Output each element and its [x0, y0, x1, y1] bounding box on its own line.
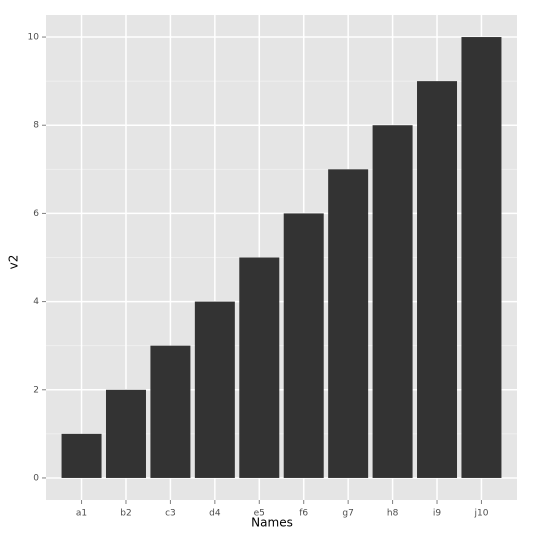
y-tick-label: 6: [33, 209, 39, 219]
bar: [239, 257, 280, 478]
bar: [461, 37, 502, 478]
y-tick-label: 10: [28, 33, 40, 43]
y-tick-label: 2: [33, 385, 39, 395]
bar: [150, 345, 191, 478]
y-tick-label: 8: [33, 121, 39, 131]
x-tick-label: b2: [120, 509, 131, 519]
x-tick-label: d4: [209, 509, 221, 519]
x-tick-label: j10: [473, 509, 488, 519]
bar: [417, 81, 458, 478]
x-tick-label: g7: [342, 509, 353, 519]
y-tick-label: 4: [33, 297, 39, 307]
x-tick-label: i9: [433, 509, 442, 519]
bar: [283, 213, 324, 478]
x-tick-label: h8: [387, 509, 399, 519]
y-tick-label: 0: [33, 473, 39, 483]
x-tick-label: f6: [299, 509, 308, 519]
bar: [328, 169, 369, 478]
bar: [105, 389, 146, 478]
bar: [61, 433, 102, 478]
x-axis-title: Names: [251, 516, 293, 530]
x-tick-label: e5: [254, 509, 265, 519]
x-tick-label: c3: [165, 509, 176, 519]
x-tick-label: a1: [76, 509, 87, 519]
bar: [372, 125, 413, 478]
y-axis-title: v2: [7, 255, 21, 270]
bar: [194, 301, 235, 478]
